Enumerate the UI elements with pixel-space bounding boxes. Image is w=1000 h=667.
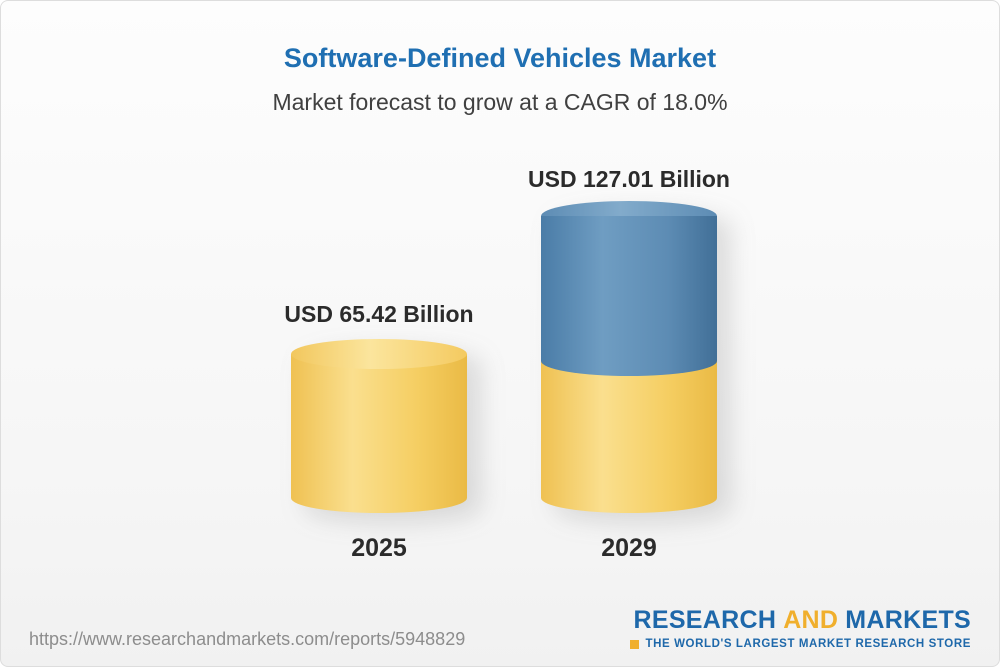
category-label-2025: 2025 — [351, 534, 407, 562]
chart-subtitle: Market forecast to grow at a CAGR of 18.… — [272, 89, 728, 115]
bar-2025-body — [291, 354, 467, 513]
logo-tagline-row: THE WORLD'S LARGEST MARKET RESEARCH STOR… — [629, 638, 972, 650]
category-label-2029: 2029 — [601, 534, 657, 562]
logo-tagline: THE WORLD'S LARGEST MARKET RESEARCH STOR… — [645, 638, 971, 650]
bar-2025-cylinder — [291, 339, 467, 513]
chart-title: Software-Defined Vehicles Market — [283, 43, 717, 73]
logo-word-markets: MARKETS — [845, 606, 971, 634]
report-url: https://www.researchandmarkets.com/repor… — [29, 629, 466, 649]
research-and-markets-logo: RESEARCH AND MARKETS THE WORLD'S LARGEST M… — [629, 606, 972, 650]
footer: https://www.researchandmarkets.com/repor… — [1, 606, 999, 666]
bar-2029-base-segment — [541, 359, 717, 513]
value-label-2029: USD 127.01 Billion — [528, 166, 730, 192]
value-label-2025: USD 65.42 Billion — [284, 301, 474, 327]
logo-gold-square-icon — [629, 639, 639, 649]
logo-word-research: RESEARCH — [633, 606, 777, 634]
bar-2029-cylinder — [541, 201, 717, 513]
logo-wordmark: RESEARCH AND MARKETS — [630, 606, 972, 635]
bar-2025-top-cap — [291, 339, 467, 369]
bar-2029-growth-segment — [541, 216, 717, 376]
logo-word-and: AND — [783, 606, 839, 634]
